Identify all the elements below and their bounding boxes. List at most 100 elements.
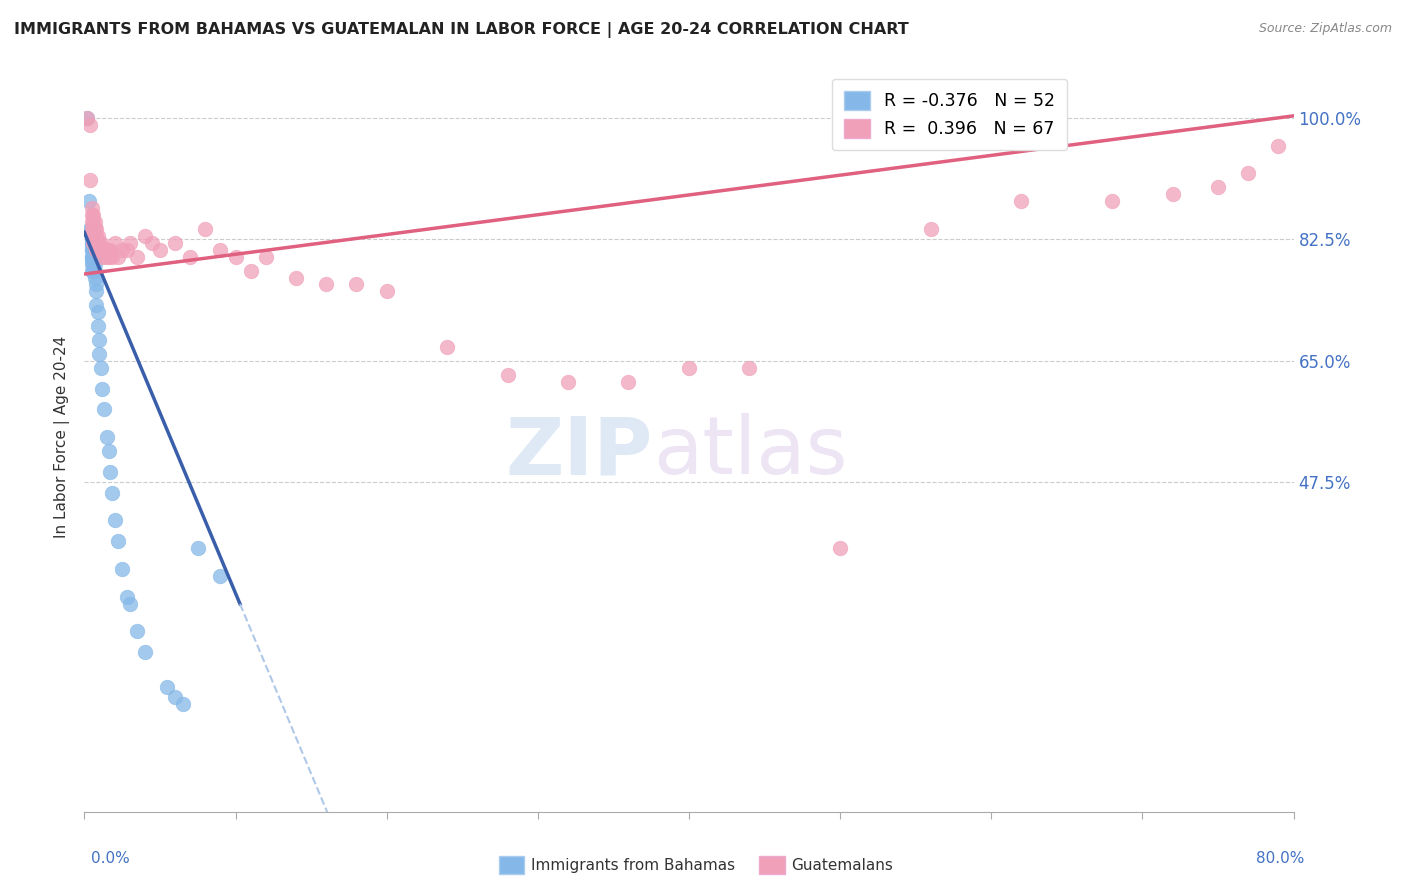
Point <box>225 250 247 264</box>
Point <box>96 243 118 257</box>
Point <box>86 228 108 243</box>
Point <box>84 263 107 277</box>
Point <box>104 235 127 250</box>
Point <box>82 250 104 264</box>
Point <box>80 215 103 229</box>
Point <box>90 235 112 250</box>
Point <box>80 232 103 246</box>
Point <box>93 402 115 417</box>
Point <box>80 235 103 250</box>
Point <box>285 270 308 285</box>
Point <box>89 333 111 347</box>
Point <box>90 360 112 375</box>
Point <box>80 250 103 264</box>
Point <box>738 360 761 375</box>
Point <box>80 239 103 253</box>
Point <box>80 243 103 257</box>
Point <box>80 208 103 222</box>
Point <box>97 444 120 458</box>
Point <box>87 228 110 243</box>
Point <box>1206 180 1229 194</box>
Point <box>84 270 107 285</box>
Point <box>76 111 98 125</box>
Y-axis label: In Labor Force | Age 20-24: In Labor Force | Age 20-24 <box>55 336 70 538</box>
Point <box>80 243 103 257</box>
Point <box>346 277 368 292</box>
Point <box>134 228 156 243</box>
Point <box>96 430 118 444</box>
Point <box>82 235 104 250</box>
Point <box>1101 194 1123 209</box>
Text: Guatemalans: Guatemalans <box>792 858 893 872</box>
Point <box>80 253 103 268</box>
Point <box>149 243 172 257</box>
Point <box>80 263 103 277</box>
Point <box>98 243 121 257</box>
Point <box>79 222 101 236</box>
Point <box>97 250 120 264</box>
Point <box>76 111 98 125</box>
Point <box>82 235 104 250</box>
Point <box>127 250 149 264</box>
Point <box>118 597 141 611</box>
Point <box>94 250 117 264</box>
Point <box>172 697 194 711</box>
Point <box>111 562 134 576</box>
Point <box>93 243 115 257</box>
Point <box>87 319 110 334</box>
Point <box>104 513 127 527</box>
Point <box>82 243 104 257</box>
Point <box>80 257 103 271</box>
Point <box>179 250 201 264</box>
Point <box>77 194 100 209</box>
Point <box>82 222 104 236</box>
Point <box>98 465 121 479</box>
Point <box>84 222 107 236</box>
Point <box>254 250 277 264</box>
Point <box>86 285 108 299</box>
Point <box>209 243 232 257</box>
Point <box>617 375 640 389</box>
Point <box>100 485 122 500</box>
Point <box>141 235 163 250</box>
Point <box>87 305 110 319</box>
Point <box>115 243 138 257</box>
Point <box>89 243 111 257</box>
Text: 80.0%: 80.0% <box>1257 852 1305 866</box>
Text: ZIP: ZIP <box>505 413 652 491</box>
Point <box>86 298 108 312</box>
Point <box>91 382 114 396</box>
Point <box>86 235 108 250</box>
Point <box>82 208 104 222</box>
Point <box>107 534 129 549</box>
Point <box>436 340 458 354</box>
Point <box>118 235 141 250</box>
Text: 0.0%: 0.0% <box>91 852 131 866</box>
Point <box>111 243 134 257</box>
Text: IMMIGRANTS FROM BAHAMAS VS GUATEMALAN IN LABOR FORCE | AGE 20-24 CORRELATION CHA: IMMIGRANTS FROM BAHAMAS VS GUATEMALAN IN… <box>14 22 908 38</box>
Point <box>115 590 138 604</box>
Point <box>86 277 108 292</box>
Point <box>107 250 129 264</box>
Text: Source: ZipAtlas.com: Source: ZipAtlas.com <box>1258 22 1392 36</box>
Point <box>84 250 107 264</box>
Point <box>557 375 579 389</box>
Point <box>89 235 111 250</box>
Point <box>80 201 103 215</box>
Point <box>194 222 217 236</box>
Point <box>82 215 104 229</box>
Point <box>89 347 111 361</box>
Point <box>79 226 101 240</box>
Point <box>82 228 104 243</box>
Point <box>165 690 187 705</box>
Point <box>315 277 337 292</box>
Point <box>1237 166 1260 180</box>
Point <box>84 257 107 271</box>
Point <box>79 118 101 132</box>
Point <box>84 228 107 243</box>
Text: Immigrants from Bahamas: Immigrants from Bahamas <box>531 858 735 872</box>
Point <box>187 541 209 555</box>
Point <box>79 173 101 187</box>
Point <box>1267 138 1289 153</box>
Point <box>156 680 179 694</box>
